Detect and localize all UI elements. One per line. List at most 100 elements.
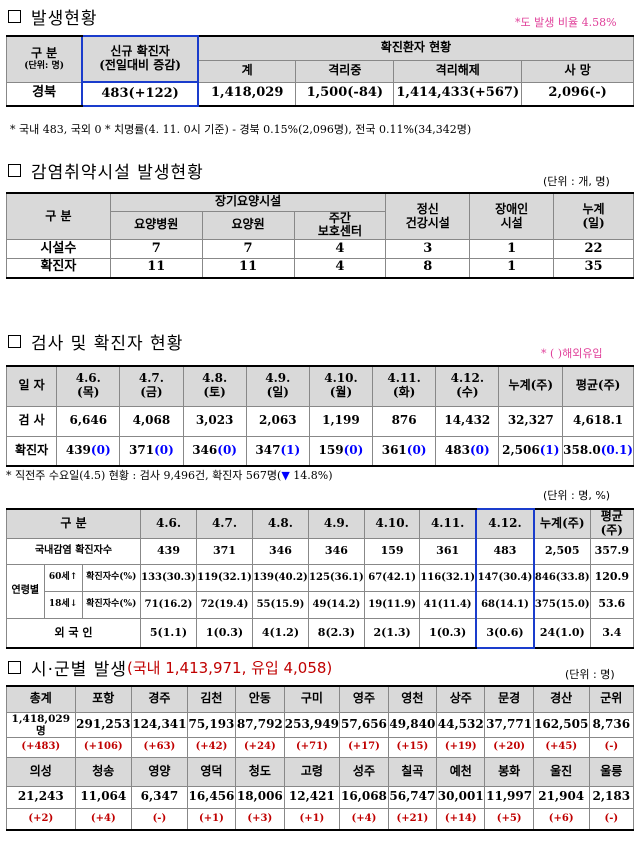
cell: 133(30.3) bbox=[140, 563, 197, 592]
region-increase: (+483) bbox=[6, 736, 76, 758]
down-arrow-icon: ▼ bbox=[281, 469, 290, 482]
cell: 346(0) bbox=[182, 435, 247, 467]
region-name: 구미 bbox=[283, 685, 341, 713]
region-increase: (+5) bbox=[484, 807, 534, 832]
cell: 19(11.9) bbox=[363, 590, 421, 619]
region-name: 의성 bbox=[6, 756, 76, 787]
label-over60: 60세↑ bbox=[43, 563, 83, 592]
region-increase: (+6) bbox=[532, 807, 590, 832]
cell: 1 bbox=[469, 258, 555, 279]
region-total: 12,421 bbox=[283, 785, 341, 809]
checkbox-square-icon bbox=[8, 335, 21, 348]
region-name: 상주 bbox=[436, 685, 486, 713]
cell: 6,646 bbox=[56, 405, 121, 437]
region-name: 총계 bbox=[6, 685, 76, 713]
region-name: 문경 bbox=[484, 685, 534, 713]
age-table: 구 분 4.6. 4.7. 4.8. 4.9. 4.10. 4.11. 4.12… bbox=[5, 507, 635, 650]
cell: 2,506(1) bbox=[498, 435, 564, 467]
province-ratio-note: *도 발생 비율 4.58% bbox=[515, 16, 617, 29]
cell: 371(0) bbox=[119, 435, 184, 467]
cell: 361(0) bbox=[372, 435, 437, 467]
cell: 346 bbox=[251, 537, 309, 565]
region-total: 37,771 bbox=[484, 711, 534, 738]
region-unit: (단위 : 명) bbox=[565, 668, 615, 681]
region-increase: (+1) bbox=[283, 807, 341, 832]
cell: 71(16.2) bbox=[140, 590, 197, 619]
header-date-7: 4.12. bbox=[475, 507, 535, 539]
label-under18-count: 확진자수(%) bbox=[81, 590, 142, 619]
header-total: 계 bbox=[197, 59, 297, 83]
cell: 7 bbox=[109, 239, 203, 260]
cell: 8 bbox=[385, 258, 471, 279]
cell: 483(0) bbox=[435, 435, 500, 467]
header-new-cases: 신규 확진자 (전일대비 증감) bbox=[81, 35, 199, 83]
row-label-foreign: 외 국 인 bbox=[5, 617, 142, 650]
region-name: 울진 bbox=[532, 756, 590, 787]
region-increase: (+19) bbox=[436, 736, 486, 758]
header-date-5: 4.10. bbox=[363, 507, 421, 539]
header-date-3: 4.8. (토) bbox=[182, 365, 247, 407]
isolation-cell: 1,500(-84) bbox=[295, 81, 395, 107]
cell: 159 bbox=[363, 537, 421, 565]
header-disabled: 장애인 시설 bbox=[469, 192, 555, 241]
cell: 846(33.8) bbox=[533, 563, 591, 592]
occurrence-table: 구 분 (단위: 명) 신규 확진자 (전일대비 증감) 확진환자 현황 계 격리중… bbox=[6, 35, 634, 107]
region-total: 21,904 bbox=[532, 785, 590, 809]
cell: 159(0) bbox=[308, 435, 374, 467]
cell: 120.9 bbox=[589, 563, 635, 592]
region-name: 성주 bbox=[339, 756, 389, 787]
region-summary: (국내 1,413,971, 유입 4,058) bbox=[127, 659, 333, 677]
cell: 32,327 bbox=[498, 405, 564, 437]
cell: 439(0) bbox=[56, 435, 121, 467]
cell: 4,618.1 bbox=[562, 405, 634, 437]
section-title-vulnerable: 감염취약시설 발생현황 bbox=[8, 158, 204, 183]
row-label-age: 연령별 bbox=[6, 563, 45, 619]
cell: 11 bbox=[201, 258, 295, 279]
region-name: 영양 bbox=[131, 756, 188, 787]
region-name: 영천 bbox=[387, 685, 438, 713]
death-cell: 2,096(-) bbox=[521, 81, 634, 107]
region-total: 75,193 bbox=[186, 711, 237, 738]
cell: 116(32.1) bbox=[419, 563, 477, 592]
cell: 3(0.6) bbox=[475, 617, 535, 650]
cell: 361 bbox=[419, 537, 477, 565]
header-date-1: 4.6. (목) bbox=[56, 365, 121, 407]
new-cases-cell: 483(+122) bbox=[81, 81, 199, 107]
section-title-region: 시·군별 발생 (국내 1,413,971, 유입 4,058) bbox=[8, 655, 332, 680]
region-total: 162,505 bbox=[532, 711, 590, 738]
header-isolation: 격리중 bbox=[295, 59, 395, 83]
header-date-4: 4.9. (일) bbox=[245, 365, 310, 407]
header-date-6: 4.11. (화) bbox=[372, 365, 437, 407]
cell: 1(0.3) bbox=[195, 617, 253, 650]
region-total: 30,001 bbox=[436, 785, 486, 809]
row-label-confirmed: 확진자 bbox=[6, 258, 111, 279]
region-total: 253,949 bbox=[283, 711, 341, 738]
section-title-occurrence: 발생현황 bbox=[8, 4, 98, 29]
region-total: 2,183 bbox=[588, 785, 635, 809]
region-name: 칠곡 bbox=[387, 756, 438, 787]
region-name: 김천 bbox=[186, 685, 237, 713]
label-under18: 18세↓ bbox=[43, 590, 83, 619]
cell: 35 bbox=[553, 258, 634, 279]
region-total: 18,006 bbox=[235, 785, 285, 809]
region-name: 포항 bbox=[74, 685, 133, 713]
region-name: 봉화 bbox=[484, 756, 534, 787]
label-over60-count: 확진자수(%) bbox=[81, 563, 142, 592]
header-daycare: 주간 보호센터 bbox=[293, 210, 387, 241]
cell: 11 bbox=[109, 258, 203, 279]
cell: 4,068 bbox=[119, 405, 184, 437]
region-total: 16,456 bbox=[186, 785, 237, 809]
header-cumulative: 누계(주) bbox=[533, 507, 591, 539]
cell: 876 bbox=[372, 405, 437, 437]
cell: 68(14.1) bbox=[475, 590, 535, 619]
region-total: 8,736 bbox=[588, 711, 635, 738]
region-name: 경산 bbox=[532, 685, 590, 713]
row-label-confirmed: 확진자 bbox=[5, 435, 58, 467]
cell: 4(1.2) bbox=[251, 617, 309, 650]
cell: 3,023 bbox=[182, 405, 247, 437]
header-average: 평균(주) bbox=[562, 365, 634, 407]
header-release: 격리해제 bbox=[393, 59, 523, 83]
region-increase: (+45) bbox=[532, 736, 590, 758]
cell: 41(11.4) bbox=[419, 590, 477, 619]
region-total: 291,253 bbox=[74, 711, 133, 738]
